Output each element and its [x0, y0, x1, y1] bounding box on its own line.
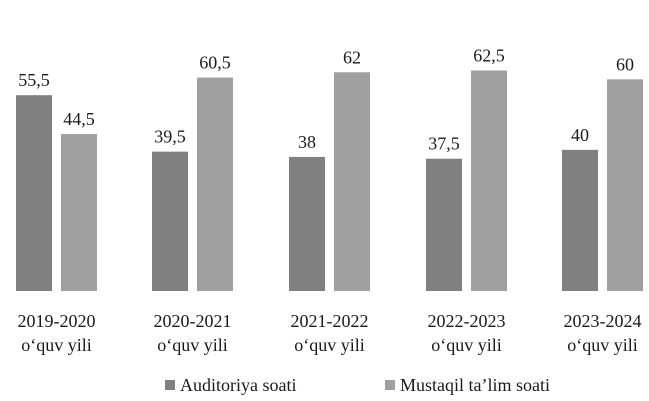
x-tick-label: 2023-2024 — [564, 311, 642, 331]
x-tick-label: o‘quv yili — [157, 335, 228, 355]
bar-mustaqil-0 — [61, 134, 97, 291]
bar-auditoriya-3 — [426, 158, 462, 291]
data-label: 60 — [616, 54, 634, 74]
data-label: 44,5 — [63, 109, 95, 129]
x-tick-label: 2019-2020 — [18, 311, 96, 331]
bar-mustaqil-2 — [334, 72, 370, 291]
x-tick-label: o‘quv yili — [431, 335, 502, 355]
data-label: 40 — [571, 125, 589, 145]
bar-mustaqil-4 — [607, 79, 643, 291]
data-label: 37,5 — [428, 134, 460, 154]
data-label: 39,5 — [154, 127, 186, 147]
x-tick-label: 2022-2023 — [428, 311, 506, 331]
legend-label: Mustaqil ta’lim soati — [400, 375, 550, 395]
data-label: 38 — [298, 132, 316, 152]
data-label: 62 — [343, 47, 361, 67]
x-axis-tick-labels: 2019-2020 o‘quv yili 2020-2021 o‘quv yili 20… — [18, 311, 642, 355]
legend-label: Auditoriya soati — [180, 375, 296, 395]
bar-auditoriya-2 — [289, 156, 325, 291]
x-tick-label: 2020-2021 — [154, 311, 232, 331]
bar-mustaqil-1 — [197, 77, 233, 291]
bar-auditoriya-1 — [152, 151, 188, 291]
legend-swatch — [165, 380, 175, 390]
legend: Auditoriya soati Mustaqil ta’lim soati — [165, 375, 550, 395]
legend-swatch — [385, 380, 395, 390]
data-label: 55,5 — [18, 70, 50, 90]
x-tick-label: o‘quv yili — [294, 335, 365, 355]
data-label: 60,5 — [199, 53, 231, 73]
bar-mustaqil-3 — [471, 70, 507, 291]
bars-group — [16, 70, 643, 291]
data-label: 62,5 — [473, 46, 505, 66]
x-tick-label: o‘quv yili — [21, 335, 92, 355]
bar-auditoriya-4 — [562, 149, 598, 291]
x-tick-label: o‘quv yili — [567, 335, 638, 355]
bar-auditoriya-0 — [16, 95, 52, 291]
x-tick-label: 2021-2022 — [291, 311, 369, 331]
value-labels-group: 55,5 44,5 39,5 60,5 38 62 37,5 62,5 40 60 — [18, 46, 634, 154]
